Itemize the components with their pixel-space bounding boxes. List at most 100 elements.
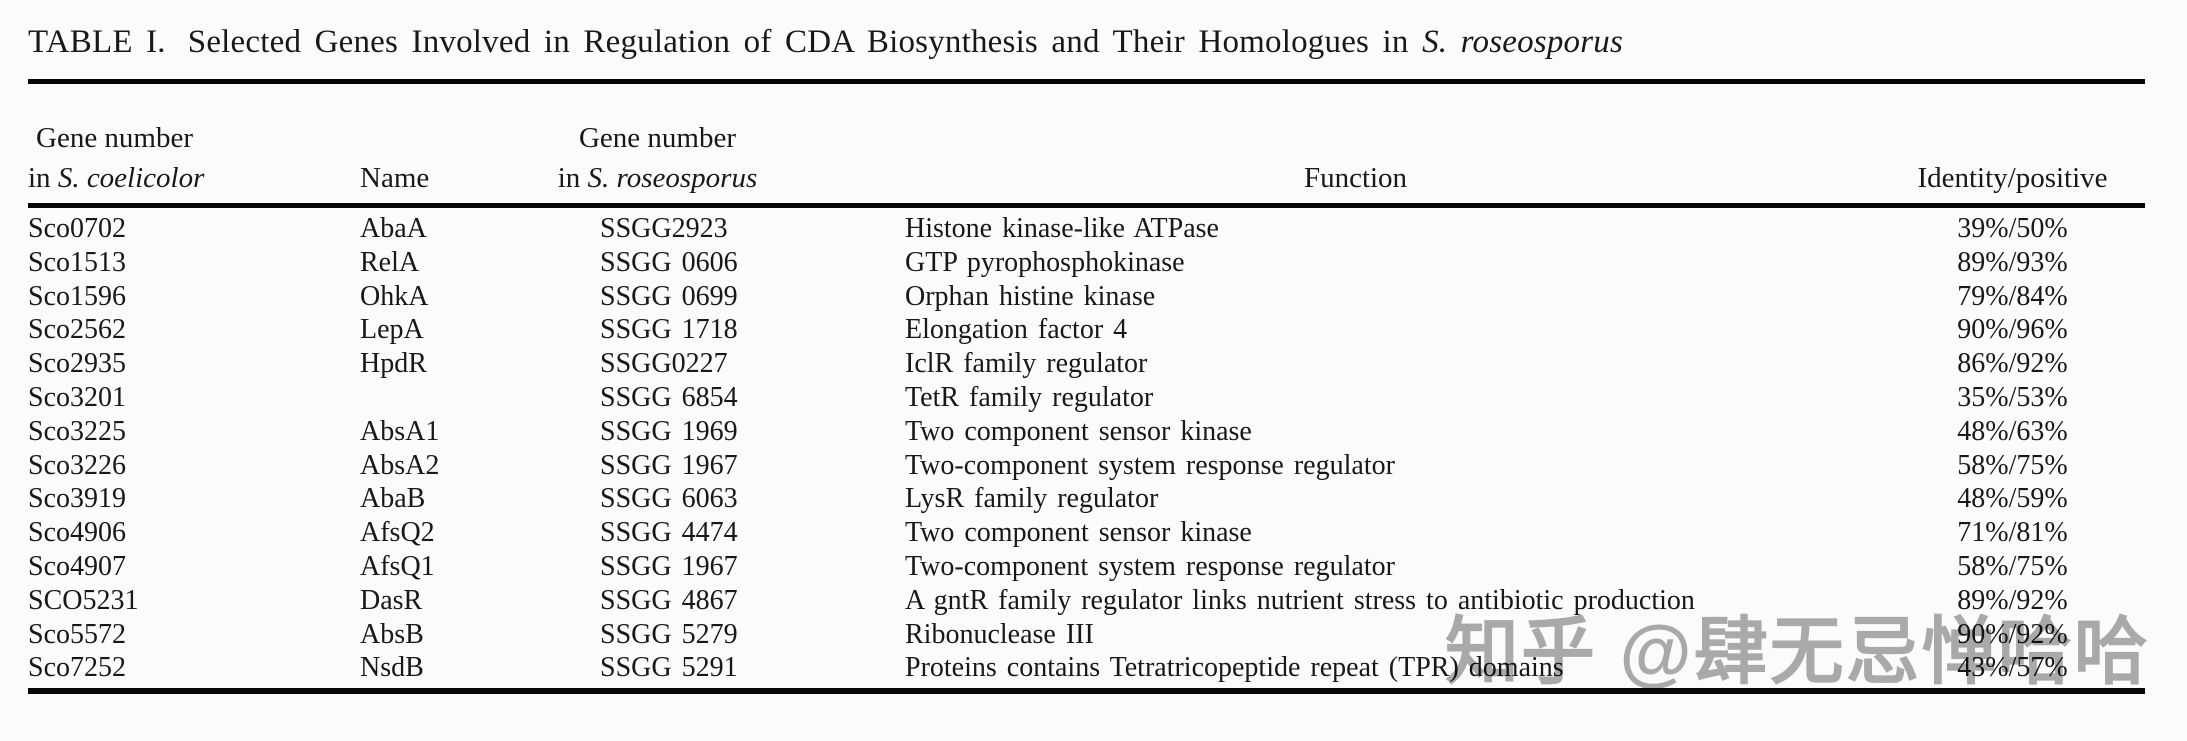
cell-name: HpdR [360, 348, 427, 380]
cell-identity: 90%/92% [1957, 618, 2068, 650]
header-gene-number-coelicolor: Gene number in S. coelicolor [28, 102, 360, 198]
cell-name: OhkA [360, 280, 429, 312]
cell-identity: 89%/92% [1957, 584, 2068, 616]
cell-gene-coelicolor: Sco3919 [28, 483, 126, 515]
cell-gene-roseosporus: SSGG 1967 [600, 449, 738, 481]
table-row: Sco2562 LepA SSGG 1718 Elongation factor 4 9… [28, 313, 2145, 347]
cell-function: Ribonuclease III [905, 618, 1094, 650]
table-row: Sco7252 NsdB SSGG 5291 Proteins contains Te… [28, 651, 2145, 685]
cell-identity: 35%/53% [1957, 381, 2068, 413]
watermark: 知乎 @肆无忌惮哈哈 [1445, 610, 2150, 693]
cell-function: Orphan histine kinase [905, 280, 1156, 312]
cell-identity: 79%/84% [1957, 280, 2068, 312]
cell-gene-roseosporus: SSGG2923 [600, 213, 728, 244]
cell-name: AfsQ1 [360, 550, 435, 582]
cell-function: IclR family regulator [905, 348, 1148, 380]
cell-name [360, 381, 600, 415]
cell-name: AbsA1 [360, 415, 440, 447]
cell-name: AbaA [360, 213, 427, 244]
table-row: SCO5231 DasR SSGG 4867 A gntR family regula… [28, 584, 2145, 618]
header-identity-positive: Identity/positive [1917, 162, 2108, 194]
cell-identity: 58%/75% [1957, 550, 2068, 582]
cell-gene-coelicolor: Sco4906 [28, 517, 126, 549]
cell-identity: 89%/93% [1957, 246, 2068, 278]
table-number-label: TABLE I. [28, 24, 166, 60]
cell-function: Two component sensor kinase [905, 517, 1252, 549]
cell-gene-coelicolor: Sco2935 [28, 348, 126, 380]
cell-gene-roseosporus: SSGG0227 [600, 348, 728, 380]
table-title-species: S. roseosporus [1422, 24, 1624, 60]
table-row: Sco3201 SSGG 6854 TetR family regulator 35%… [28, 381, 2145, 415]
header-line2: in S. coelicolor [28, 162, 205, 194]
cell-gene-roseosporus: SSGG 1969 [600, 415, 738, 447]
cell-identity: 86%/92% [1957, 348, 2068, 380]
table-row: Sco1596 OhkA SSGG 0699 Orphan histine kinas… [28, 280, 2145, 314]
cell-gene-coelicolor: Sco3201 [28, 381, 126, 413]
table-row: Sco3919 AbaB SSGG 6063 LysR family regulato… [28, 482, 2145, 516]
cell-name: AbsB [360, 618, 424, 650]
cell-gene-roseosporus: SSGG 5279 [600, 618, 738, 650]
cell-gene-roseosporus: SSGG 4474 [600, 517, 738, 549]
cell-gene-roseosporus: SSGG 1967 [600, 550, 738, 582]
table-body: Sco0702 AbaA SSGG2923 Histone kinase-like A… [28, 212, 2145, 685]
cell-gene-roseosporus: SSGG 0699 [600, 280, 738, 312]
cell-gene-coelicolor: Sco4907 [28, 550, 126, 582]
cell-gene-coelicolor: Sco3225 [28, 415, 126, 447]
header-line1: Gene number [36, 122, 194, 154]
top-rule [28, 79, 2145, 84]
cell-identity: 71%/81% [1957, 517, 2068, 549]
cell-name: AbsA2 [360, 449, 440, 481]
cell-gene-roseosporus: SSGG 5291 [600, 652, 738, 684]
cell-gene-coelicolor: Sco1513 [28, 246, 126, 278]
table-title: TABLE I. Selected Genes Involved in Regul… [28, 22, 2145, 62]
cell-gene-coelicolor: Sco0702 [28, 213, 126, 244]
cell-name: LepA [360, 314, 424, 346]
cell-name: DasR [360, 584, 423, 616]
cell-identity: 43%/57% [1957, 652, 2068, 684]
cell-gene-roseosporus: SSGG 6854 [600, 381, 738, 413]
cell-identity: 48%/59% [1957, 483, 2068, 515]
cell-gene-coelicolor: SCO5231 [28, 584, 139, 616]
cell-identity: 39%/50% [1957, 213, 2068, 244]
table-row: Sco3225 AbsA1 SSGG 1969 Two component senso… [28, 415, 2145, 449]
cell-function: Elongation factor 4 [905, 314, 1128, 346]
header-line2: in S. roseosporus [557, 162, 758, 194]
table-header-row: Gene number in S. coelicolor Name Gene n… [28, 102, 2145, 198]
cell-function: LysR family regulator [905, 483, 1159, 515]
bottom-rule [28, 688, 2145, 694]
cell-gene-coelicolor: Sco3226 [28, 449, 126, 481]
cell-function: Two-component system response regulator [905, 550, 1395, 582]
cell-gene-coelicolor: Sco7252 [28, 652, 126, 684]
cell-function: Histone kinase-like ATPase [905, 213, 1219, 244]
table-row: Sco3226 AbsA2 SSGG 1967 Two-component syste… [28, 449, 2145, 483]
cell-gene-roseosporus: SSGG 4867 [600, 584, 738, 616]
cell-identity: 90%/96% [1957, 314, 2068, 346]
cell-gene-coelicolor: Sco2562 [28, 314, 126, 346]
cell-function: Two component sensor kinase [905, 415, 1252, 447]
cell-function: A gntR family regulator links nutrient s… [905, 584, 1695, 616]
header-line1: Gene number [578, 122, 737, 154]
cell-function: Two-component system response regulator [905, 449, 1395, 481]
cell-name: RelA [360, 246, 420, 278]
cell-gene-roseosporus: SSGG 6063 [600, 483, 738, 515]
table-row: Sco5572 AbsB SSGG 5279 Ribonuclease III 90%/… [28, 618, 2145, 652]
table-title-text: Selected Genes Involved in Regulation of… [187, 24, 1409, 60]
table-row: Sco0702 AbaA SSGG2923 Histone kinase-like A… [28, 212, 2145, 246]
cell-gene-coelicolor: Sco5572 [28, 618, 126, 650]
cell-identity: 58%/75% [1957, 449, 2068, 481]
table-row: Sco2935 HpdR SSGG0227 IclR family regulator… [28, 347, 2145, 381]
header-function: Function [1303, 162, 1408, 194]
cell-function: Proteins contains Tetratricopeptide repe… [905, 652, 1564, 684]
cell-name: NsdB [360, 652, 424, 684]
cell-gene-coelicolor: Sco1596 [28, 280, 126, 312]
table-row: Sco4907 AfsQ1 SSGG 1967 Two-component syste… [28, 550, 2145, 584]
cell-function: TetR family regulator [905, 381, 1154, 413]
cell-identity: 48%/63% [1957, 415, 2068, 447]
header-rule [28, 203, 2145, 208]
header-name: Name [360, 162, 430, 194]
cell-name: AfsQ2 [360, 517, 435, 549]
cell-gene-roseosporus: SSGG 1718 [600, 314, 738, 346]
cell-function: GTP pyrophosphokinase [905, 246, 1185, 278]
table-row: Sco1513 RelA SSGG 0606 GTP pyrophosphokinas… [28, 246, 2145, 280]
